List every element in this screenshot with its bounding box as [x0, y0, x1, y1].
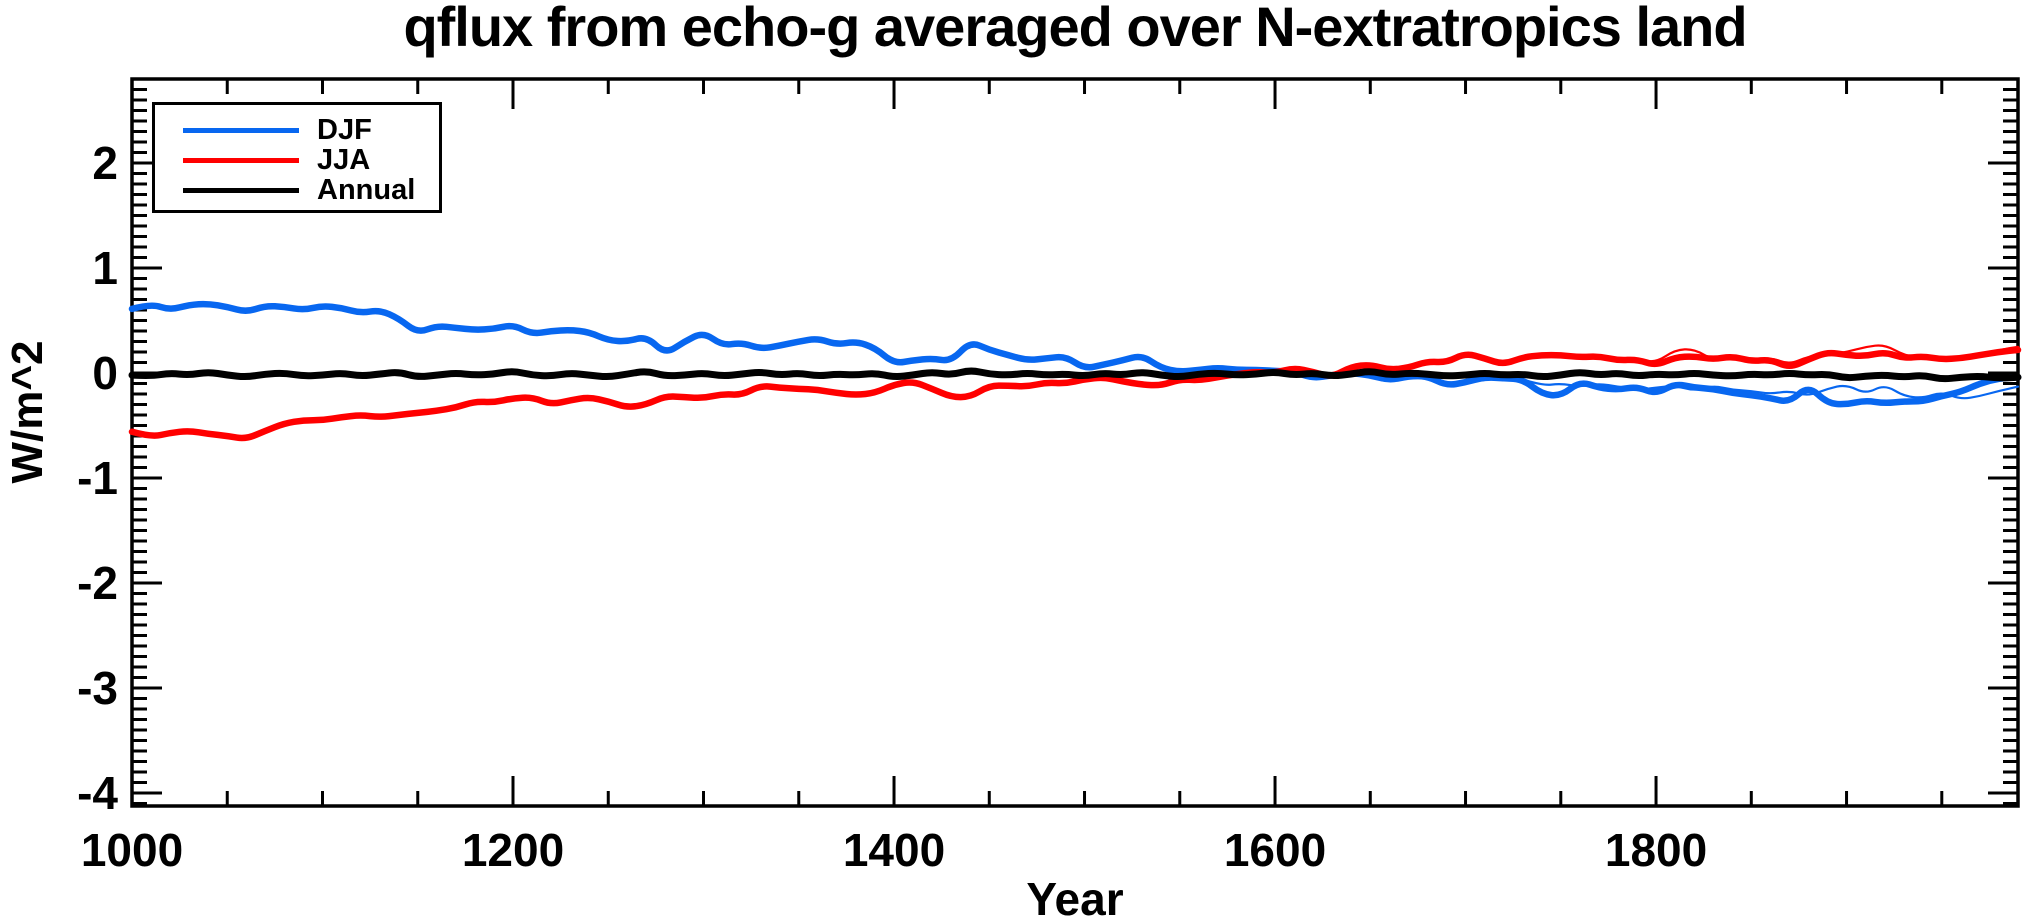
svg-text:0: 0	[92, 347, 118, 399]
legend-box: DJF JJA Annual	[152, 102, 442, 213]
svg-text:1: 1	[92, 242, 118, 294]
legend-item-annual: Annual	[155, 175, 439, 205]
y-tick-labels: 2 1 0 -1 -2 -3 -4	[77, 137, 118, 819]
legend-label-annual: Annual	[317, 174, 416, 206]
legend-item-djf: DJF	[155, 115, 439, 145]
x-ticks	[130, 79, 1944, 806]
series-jja	[128, 346, 2022, 442]
series-curves	[128, 300, 2022, 442]
axis-frame	[130, 77, 2020, 808]
svg-text:1800: 1800	[1605, 824, 1707, 876]
y-ticks	[132, 77, 2018, 805]
chart-title: qflux from echo-g averaged over N-extrat…	[403, 0, 1747, 58]
svg-text:1600: 1600	[1224, 824, 1326, 876]
svg-text:-4: -4	[77, 767, 118, 819]
svg-text:-2: -2	[77, 557, 118, 609]
legend-item-jja: JJA	[155, 145, 439, 175]
svg-text:1400: 1400	[843, 824, 945, 876]
legend-label-jja: JJA	[317, 144, 371, 176]
series-annual	[128, 367, 2022, 383]
y-axis-label: W/m^2	[3, 340, 52, 484]
svg-text:-3: -3	[77, 662, 118, 714]
series-djf	[128, 300, 2022, 408]
legend-line-jja	[183, 158, 299, 163]
svg-text:2: 2	[92, 137, 118, 189]
svg-text:1200: 1200	[462, 824, 564, 876]
legend-line-annual	[183, 188, 299, 193]
svg-text:-1: -1	[77, 452, 118, 504]
x-axis-label: Year	[1026, 873, 1124, 923]
svg-text:1000: 1000	[81, 824, 183, 876]
series-djf-thin-	[1521, 378, 2020, 400]
x-tick-labels: 1000 1200 1400 1600 1800	[81, 824, 1707, 876]
legend-line-djf	[183, 128, 299, 133]
legend-label-djf: DJF	[317, 114, 372, 146]
